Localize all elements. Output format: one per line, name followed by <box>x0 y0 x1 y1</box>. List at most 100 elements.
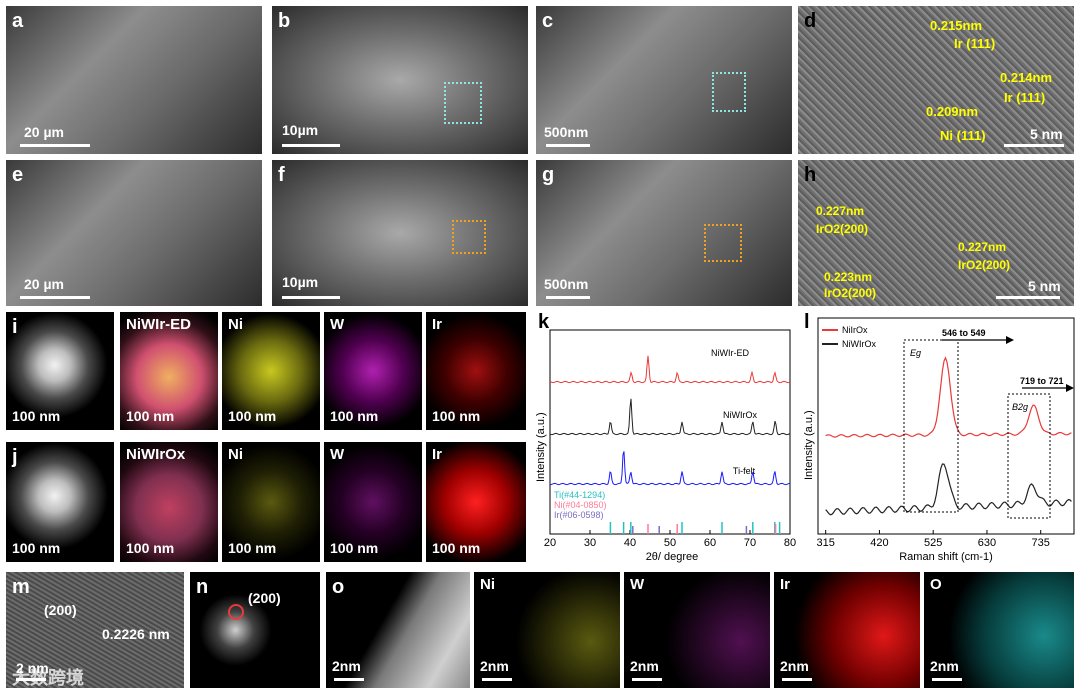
panel-i-ir: Ir 100 nm <box>426 312 526 430</box>
x-tick-label: 70 <box>744 537 756 549</box>
x-tick-label: 315 <box>817 537 835 549</box>
x-tick-label: 630 <box>978 537 996 549</box>
series-line <box>549 398 791 436</box>
panel-label: c <box>542 10 554 32</box>
map-title: W <box>630 576 645 593</box>
lattice-annotation: IrO2(200) <box>816 222 869 236</box>
scale-text: 10µm <box>282 274 319 290</box>
panel-n: n (200) <box>190 572 320 688</box>
scale-text: 5 nm <box>1030 126 1063 142</box>
lattice-annotation: Ni (111) <box>940 128 986 143</box>
chart-k: k Intensity (a.u.) 2θ/ degree 20 30 40 50 60… <box>536 312 796 563</box>
lattice-annotation: 0.214nm <box>1000 70 1053 85</box>
panel-label: i <box>12 316 18 338</box>
series-label: NiWIrOx <box>723 410 757 420</box>
panel-label: d <box>804 10 817 32</box>
lattice-annotation: Ir (111) <box>954 36 996 51</box>
scale-text: 100 nm <box>432 408 481 424</box>
scale-bar <box>546 144 590 147</box>
scale-bar <box>782 678 812 681</box>
map-title: W <box>330 446 345 463</box>
panel-j-ni: Ni 100 nm <box>222 442 320 562</box>
panel-label: m <box>12 576 30 598</box>
scale-text: 100 nm <box>12 540 61 556</box>
scale-text: 100 nm <box>126 408 175 424</box>
scale-bar <box>932 678 962 681</box>
series-line <box>825 356 1072 438</box>
zoom-box <box>444 82 482 124</box>
map-title: Ir <box>780 576 791 593</box>
reference-label: Ir(#06-0598) <box>554 510 604 520</box>
lattice-annotation: 0.227nm <box>816 204 865 218</box>
scale-bar <box>482 678 512 681</box>
scale-text: 2nm <box>332 658 361 674</box>
series-label: NiWIr-ED <box>711 348 749 358</box>
panel-g: g 500nm <box>536 160 792 306</box>
lattice-annotation: 0.209nm <box>926 104 979 119</box>
chart-l: l Intensity (a.u.) Raman shift (cm-1) 31… <box>803 312 1075 563</box>
reference-label: Ni(#04-0850) <box>554 500 607 510</box>
panel-o-w: W 2nm <box>624 572 770 688</box>
scale-text: 100 nm <box>330 540 379 556</box>
map-title: W <box>330 316 345 333</box>
panel-label: g <box>542 164 555 186</box>
scale-bar <box>282 296 340 299</box>
scale-text: 100 nm <box>228 540 277 556</box>
x-tick-label: 525 <box>924 537 942 549</box>
map-title: NiWIr-ED <box>126 316 191 333</box>
panel-i-haadf: i 100 nm <box>6 312 114 430</box>
panel-d: d 0.215nm Ir (111) 0.214nm Ir (111) 0.20… <box>798 6 1074 154</box>
x-tick-label: 735 <box>1032 537 1050 549</box>
lattice-spacing: 0.2226 nm <box>102 626 170 642</box>
zoom-box <box>704 224 742 262</box>
lattice-annotation: IrO2(200) <box>824 286 877 300</box>
scale-bar <box>20 144 90 147</box>
scale-text: 500nm <box>544 124 589 140</box>
lattice-annotation: Ir (111) <box>1004 90 1046 105</box>
annotation-shift: 546 to 549 <box>942 328 986 338</box>
lattice-annotation: IrO2(200) <box>958 258 1011 272</box>
zoom-box <box>712 72 746 112</box>
scale-bar <box>996 296 1060 299</box>
scale-text: 2nm <box>480 658 509 674</box>
x-tick-label: 20 <box>544 537 556 549</box>
scale-text: 5 nm <box>1028 278 1061 294</box>
lattice-plane: (200) <box>248 590 281 606</box>
panel-label: j <box>12 446 18 468</box>
scale-text: 10µm <box>282 122 319 138</box>
fft-spot-marker <box>228 604 244 620</box>
y-axis-label: Intensity (a.u.) <box>536 412 547 482</box>
scale-bar <box>282 144 340 147</box>
watermark: 大数跨境 <box>12 668 84 688</box>
map-title: O <box>930 576 942 593</box>
series-line <box>550 451 791 486</box>
scale-text: 2nm <box>630 658 659 674</box>
scale-bar <box>334 678 364 681</box>
scale-text: 500nm <box>544 276 589 292</box>
plot-frame <box>817 317 1075 535</box>
scale-text: 100 nm <box>432 540 481 556</box>
panel-f: f 10µm <box>272 160 528 306</box>
legend-entry: NiWIrOx <box>842 339 876 349</box>
panel-label: l <box>804 312 810 333</box>
lattice-plane: (200) <box>44 602 77 618</box>
legend-entry: NiIrOx <box>842 325 868 335</box>
annotation-eg: Eg <box>910 348 921 358</box>
panel-j-haadf: j 100 nm <box>6 442 114 562</box>
x-tick-label: 50 <box>664 537 676 549</box>
scale-text: 2nm <box>930 658 959 674</box>
panel-j-w: W 100 nm <box>324 442 422 562</box>
scale-text: 20 µm <box>24 124 64 140</box>
arrow-head <box>1066 384 1074 392</box>
series-line <box>825 463 1072 516</box>
panel-label: a <box>12 10 24 32</box>
map-title: Ni <box>480 576 495 593</box>
panel-label: o <box>332 576 345 598</box>
series-label: Ti-felt <box>733 466 756 476</box>
map-title: NiWIrOx <box>126 446 186 463</box>
panel-o-ir: Ir 2nm <box>774 572 920 688</box>
scale-text: 100 nm <box>330 408 379 424</box>
panel-label: b <box>278 10 291 32</box>
scale-text: 100 nm <box>12 408 61 424</box>
panel-label: h <box>804 164 817 186</box>
